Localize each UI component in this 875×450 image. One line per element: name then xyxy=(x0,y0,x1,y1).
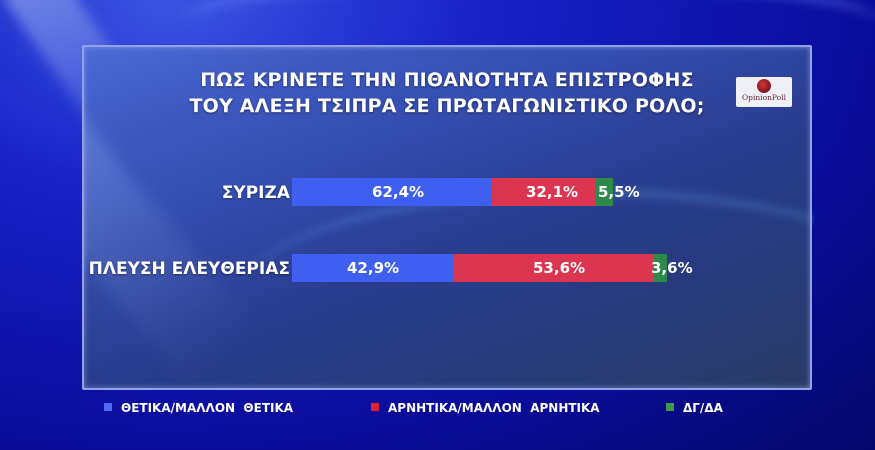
opinionpoll-logo: OpinionPoll xyxy=(736,77,792,107)
row-label: ΣΥΡΙΖΑ xyxy=(221,183,290,203)
bar-segment-negative: 53,6% xyxy=(453,254,654,282)
stacked-bar: 42,9% 53,6% 3,6% xyxy=(292,254,693,282)
title-line-1: ΠΩΣ ΚΡΙΝΕΤΕ ΤΗΝ ΠΙΘΑΝΟΤΗΤΑ ΕΠΙΣΤΡΟΦΗΣ xyxy=(200,69,694,91)
legend-label: ΑΡΝΗΤΙΚΑ/ΜΑΛΛΟΝ ΑΡΝΗΤΙΚΑ xyxy=(388,401,600,415)
value-label: 5,5% xyxy=(598,183,640,201)
legend-swatch-blue xyxy=(104,403,112,411)
value-label: 53,6% xyxy=(533,259,586,277)
bar-segment-positive: 62,4% xyxy=(292,178,492,206)
bar-segment-positive: 42,9% xyxy=(292,254,453,282)
value-label: 3,6% xyxy=(651,259,693,277)
legend-item-negative: ΑΡΝΗΤΙΚΑ/ΜΑΛΛΟΝ ΑΡΝΗΤΙΚΑ xyxy=(371,401,600,415)
bar-segment-dont-know: 5,5% xyxy=(595,178,640,206)
bar-row-plefsi-eleftherias: ΠΛΕΥΣΗ ΕΛΕΥΘΕΡΙΑΣ 42,9% 53,6% 3,6% xyxy=(84,254,810,284)
value-label: 62,4% xyxy=(372,183,425,201)
legend-label: ΔΓ/ΔΑ xyxy=(683,401,723,415)
legend-label: ΘΕΤΙΚΑ/ΜΑΛΛΟΝ ΘΕΤΙΚΑ xyxy=(121,401,294,415)
legend-swatch-green xyxy=(666,403,674,411)
legend-item-dont-know: ΔΓ/ΔΑ xyxy=(666,401,723,415)
stacked-bar: 62,4% 32,1% 5,5% xyxy=(292,178,640,206)
bar-segment-dont-know: 3,6% xyxy=(651,254,693,282)
value-label: 42,9% xyxy=(347,259,400,277)
logo-circle-icon xyxy=(757,79,771,93)
legend-swatch-red xyxy=(371,403,379,411)
chart-panel: ΠΩΣ ΚΡΙΝΕΤΕ ΤΗΝ ΠΙΘΑΝΟΤΗΤΑ ΕΠΙΣΤΡΟΦΗΣ ΤΟ… xyxy=(82,45,814,390)
title-line-2: ΤΟΥ ΑΛΕΞΗ ΤΣΙΠΡΑ ΣΕ ΠΡΩΤΑΓΩΝΙΣΤΙΚΟ ΡΟΛΟ; xyxy=(189,95,705,117)
bar-segment-negative: 32,1% xyxy=(492,178,595,206)
legend-item-positive: ΘΕΤΙΚΑ/ΜΑΛΛΟΝ ΘΕΤΙΚΑ xyxy=(104,401,293,415)
row-label: ΠΛΕΥΣΗ ΕΛΕΥΘΕΡΙΑΣ xyxy=(88,259,290,279)
value-label: 32,1% xyxy=(526,183,579,201)
chart-title: ΠΩΣ ΚΡΙΝΕΤΕ ΤΗΝ ΠΙΘΑΝΟΤΗΤΑ ΕΠΙΣΤΡΟΦΗΣ ΤΟ… xyxy=(84,67,810,119)
bar-row-syriza: ΣΥΡΙΖΑ 62,4% 32,1% 5,5% xyxy=(84,178,810,208)
logo-text: OpinionPoll xyxy=(742,93,786,102)
